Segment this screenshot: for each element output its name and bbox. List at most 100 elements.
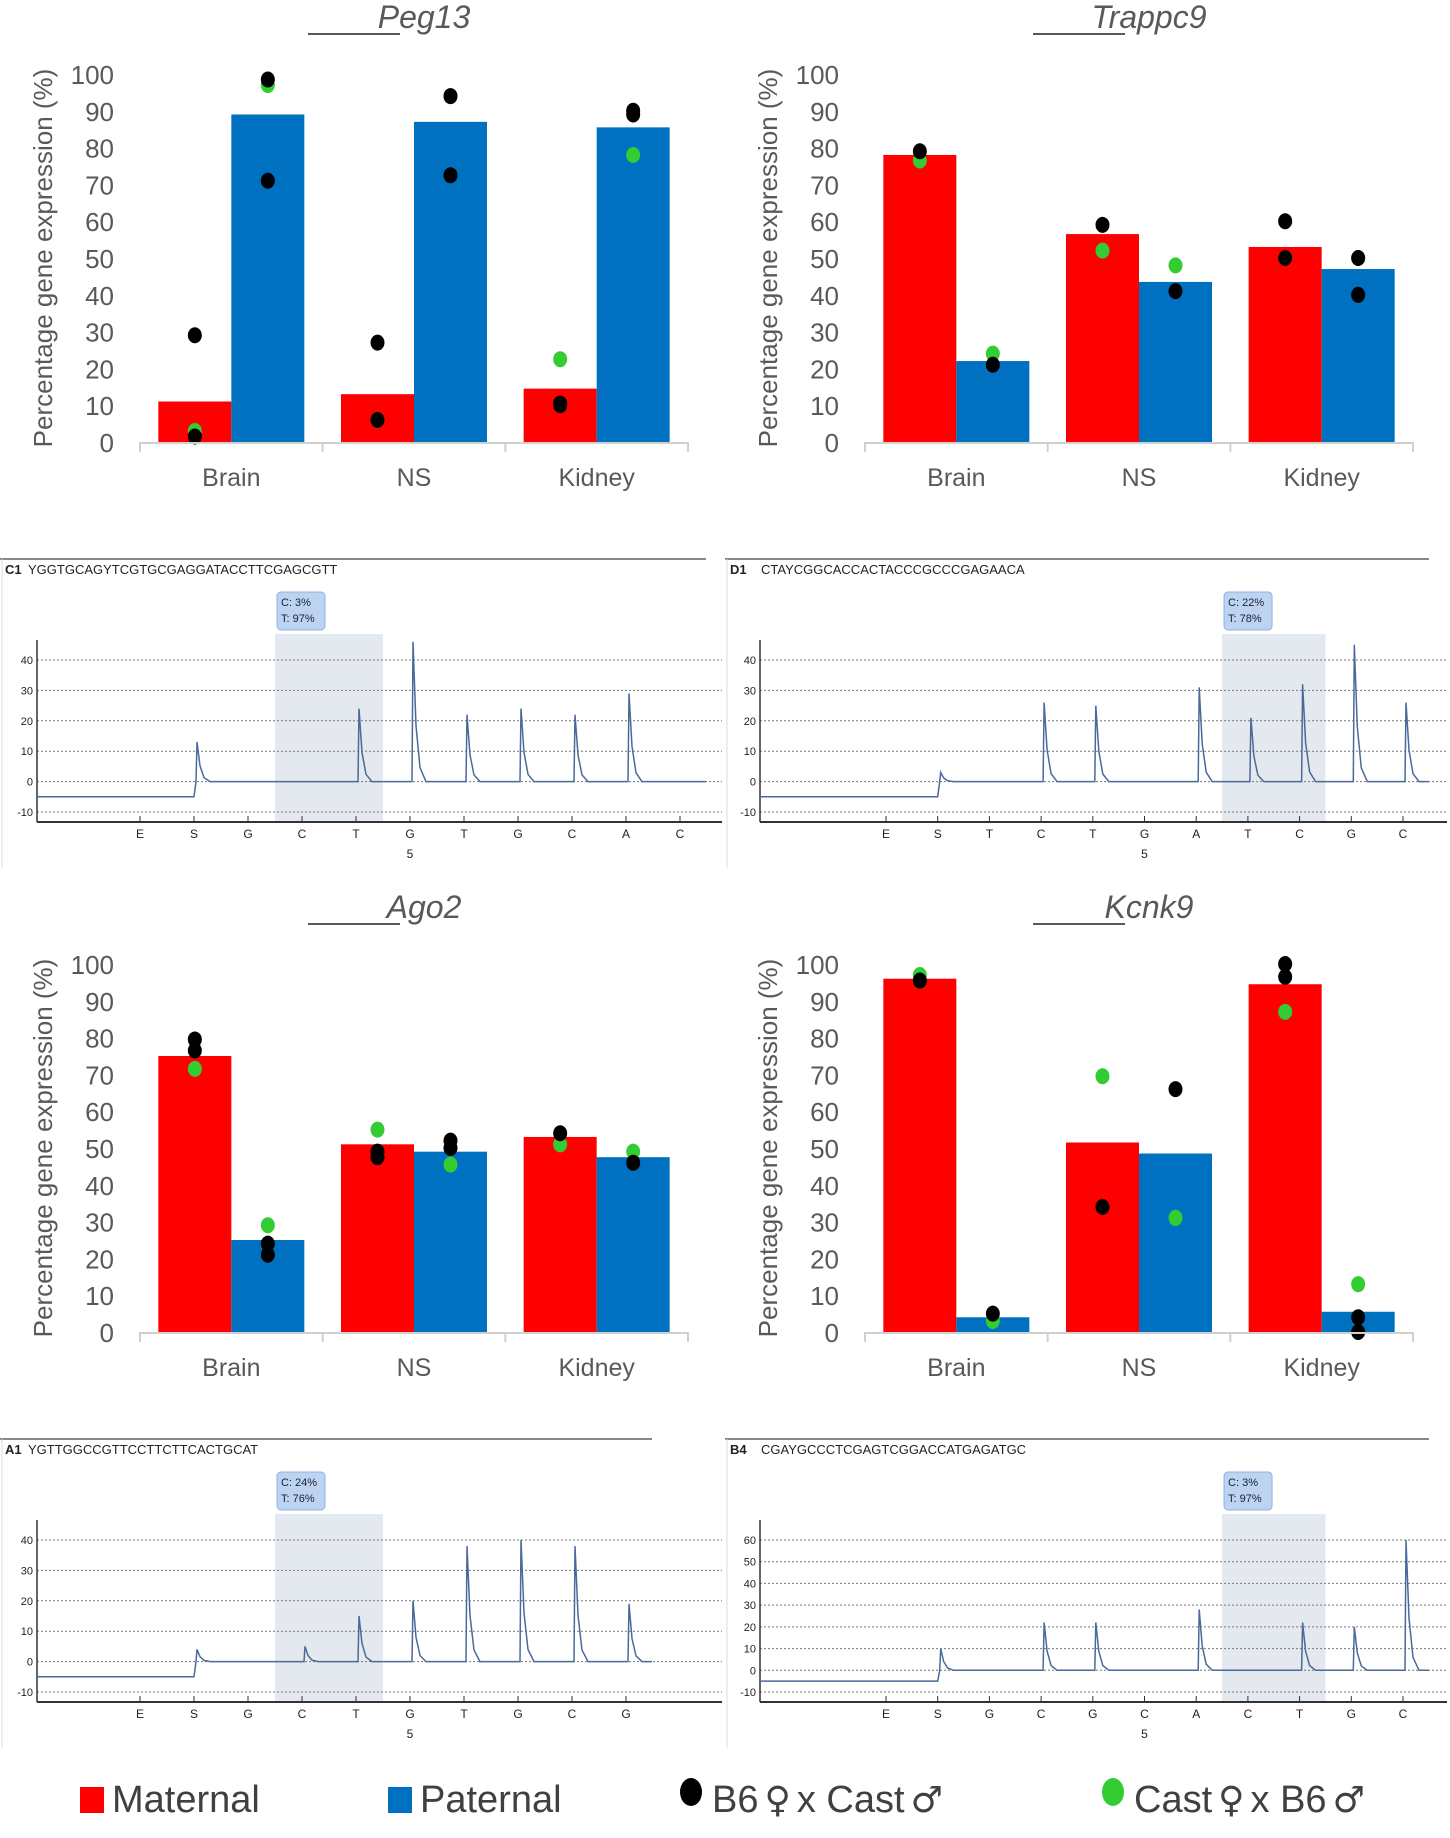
y-tick-label: 10 (21, 1626, 33, 1638)
b6-x-cast-point (187, 1042, 202, 1059)
b6-x-cast-point (1351, 286, 1366, 303)
male-symbol-icon: ♂ (910, 1779, 943, 1821)
y-tick-label: -10 (17, 807, 33, 819)
y-axis-label: Percentage gene expression (%) (753, 69, 783, 448)
green-dot-icon (1102, 1778, 1124, 1806)
dispensation-label: T (1244, 827, 1252, 841)
y-tick-label: 0 (27, 1657, 33, 1669)
maternal-bar (883, 978, 957, 1332)
well-id: A1 (5, 1442, 22, 1457)
y-tick-label: 30 (21, 1565, 33, 1577)
y-tick-label: 50 (744, 1557, 756, 1569)
dispensation-label: G (243, 1707, 252, 1721)
dispensation-label: G (513, 1707, 522, 1721)
chart-title: Ago2 (385, 890, 462, 925)
dispensation-label: C (568, 827, 577, 841)
y-tick-label: 0 (27, 777, 33, 789)
y-tick-label: 50 (810, 1134, 839, 1164)
paternal-bar (1139, 1153, 1212, 1332)
dispensation-label: C (1399, 1707, 1408, 1721)
y-tick-label: -10 (17, 1687, 33, 1699)
y-tick-label: 0 (100, 1318, 114, 1348)
y-tick-label: 20 (85, 1244, 114, 1274)
b6-x-cast-point (1351, 250, 1366, 266)
sequence-text: CTAYCGGCACCACTACCCGCCCGAGAACA (761, 562, 1025, 577)
pyrogram-trace (37, 1539, 652, 1678)
y-tick-label: 60 (85, 1097, 114, 1127)
d1-pyrogram: D1 CTAYCGGCACCACTACCCGCCCGAGAACA C: 22% T: … (725, 558, 1447, 868)
b6-x-cast-point (912, 143, 927, 160)
dispensation-label: A (1192, 1707, 1200, 1721)
dispensation-label: C (298, 827, 307, 841)
c-percentage: C: 3% (281, 597, 311, 609)
b6-x-cast-point (443, 167, 458, 184)
dispensation-label: T (986, 827, 994, 841)
cast-x-b6-point (1168, 257, 1183, 274)
paternal-bar (414, 1151, 487, 1332)
pyrogram-trace (760, 1539, 1429, 1682)
highlight-region (1222, 1514, 1326, 1702)
well-id: B4 (730, 1442, 747, 1457)
cast-x-b6-point (1168, 1209, 1183, 1226)
y-tick-label: 60 (744, 1535, 756, 1547)
peg13-bar-chart: Peg13 Percentage gene expression (%) 0 10 20… (28, 0, 689, 492)
dispensation-label: C (568, 1707, 577, 1721)
y-tick-label: 40 (85, 1171, 114, 1201)
dispensation-label: C (676, 827, 685, 841)
pyrogram-trace (37, 641, 706, 798)
cast-x-b6-point (1278, 1003, 1293, 1020)
legend-cast-b6: Cast ♀ x B6 ♂ (1102, 1772, 1371, 1828)
b6-x-cast-point (260, 1235, 275, 1252)
b6-x-cast-point (985, 356, 1000, 373)
dispensation-label: S (934, 1707, 942, 1721)
y-tick-label: 100 (71, 60, 114, 90)
y-tick-label: 30 (744, 685, 756, 697)
b6-x-cast-point (443, 88, 458, 105)
sequence-text: YGTTGGCCGTTCCTTCTTCACTGCAT (28, 1442, 258, 1457)
y-tick-label: 0 (750, 1665, 756, 1677)
b6-x-cast-point (985, 1305, 1000, 1322)
y-tick-label: 40 (21, 655, 33, 667)
maternal-bar (158, 1056, 232, 1332)
b6-x-cast-point (626, 106, 641, 123)
b6-x-cast-point (370, 334, 385, 351)
maternal-bar (341, 1144, 414, 1332)
paternal-bar (956, 361, 1030, 442)
a1-pyrogram: A1 YGTTGGCCGTTCCTTCTTCACTGCAT C: 24% T: 76%… (0, 1438, 722, 1748)
legend: Maternal Paternal B6 ♀ x Cast ♂ Cast ♀ x… (0, 1772, 1450, 1832)
y-tick-label: 10 (21, 746, 33, 758)
b4-pyrogram: B4 CGAYGCCCTCGAGTCGGACCATGAGATGC C: 3% T: 9… (725, 1438, 1447, 1748)
b6-x-cast-point (260, 71, 275, 88)
legend-text: Cast (826, 1778, 905, 1821)
y-tick-label: 80 (810, 134, 839, 164)
dispensation-label: A (1192, 827, 1200, 841)
x-tick-label: Brain (927, 1354, 985, 1382)
y-tick-label: 20 (810, 354, 839, 384)
y-tick-label: 30 (85, 318, 114, 348)
b6-x-cast-point (1168, 283, 1183, 300)
y-tick-label: 0 (750, 777, 756, 789)
y-tick-label: 20 (744, 716, 756, 728)
cast-x-b6-point (187, 1060, 202, 1077)
dispensation-label: G (1347, 1707, 1356, 1721)
maternal-bar (1066, 234, 1139, 442)
y-tick-label: 70 (85, 170, 114, 200)
y-tick-label: 30 (810, 1208, 839, 1238)
y-tick-label: 30 (21, 685, 33, 697)
kcnk9-bar-chart: Kcnk9 Percentage gene expression (%) 0 10 20… (753, 890, 1414, 1382)
dispensation-label: C (1037, 1707, 1046, 1721)
x-tick-label: Kidney (1283, 464, 1360, 492)
cast-x-b6-point (260, 1217, 275, 1234)
cast-x-b6-point (553, 351, 568, 368)
dispensation-number: 5 (1141, 1727, 1148, 1741)
y-tick-label: 90 (810, 97, 839, 127)
dispensation-label: C (1399, 827, 1408, 841)
cast-x-b6-point (985, 345, 1000, 362)
y-tick-label: 20 (21, 716, 33, 728)
x-tick-label: NS (1122, 464, 1157, 492)
b6-x-cast-point (553, 1125, 568, 1142)
dispensation-label: C (298, 1707, 307, 1721)
y-tick-label: 80 (85, 1024, 114, 1054)
cast-x-b6-point (553, 1136, 568, 1153)
cast-x-b6-point (626, 1143, 641, 1160)
